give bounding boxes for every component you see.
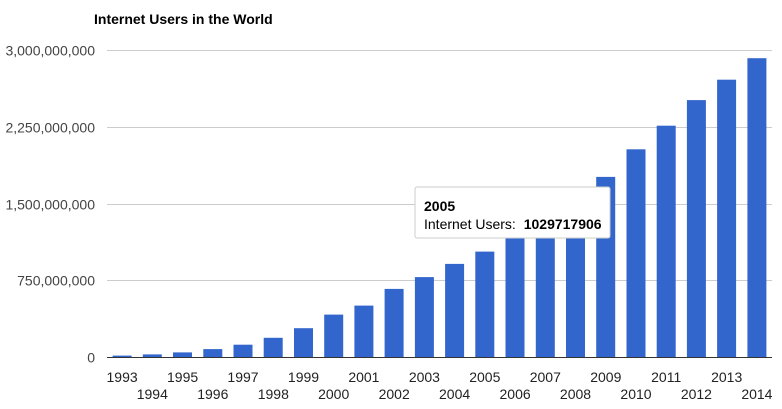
x-tick-label: 2008 <box>560 386 591 402</box>
bar-2006[interactable] <box>505 238 525 357</box>
bar-1995[interactable] <box>173 352 192 357</box>
y-axis-ticks: 0 750,000,000 1,500,000,000 2,250,000,000 3,… <box>5 43 95 366</box>
bar-1998[interactable] <box>263 337 283 357</box>
bar-2011[interactable] <box>656 125 676 357</box>
x-tick-label: 2001 <box>348 369 379 385</box>
bar-2012[interactable] <box>686 100 706 357</box>
chart-title: Internet Users in the World <box>94 11 273 27</box>
bar-2000[interactable] <box>324 314 344 357</box>
x-tick-label: 2011 <box>651 369 681 385</box>
bar-1996[interactable] <box>203 349 223 357</box>
x-tick-label: 2002 <box>379 386 410 402</box>
x-tick-label: 2009 <box>590 369 621 385</box>
x-tick-label: 2014 <box>741 386 772 402</box>
y-tick-label: 0 <box>87 350 95 366</box>
y-tick-label: 1,500,000,000 <box>5 197 95 213</box>
x-tick-label: 2000 <box>318 386 349 402</box>
x-tick-label: 1995 <box>167 369 198 385</box>
x-tick-label: 1999 <box>288 369 319 385</box>
x-tick-label: 1996 <box>197 386 228 402</box>
x-tick-label: 2006 <box>500 386 531 402</box>
x-tick-label: 1997 <box>227 369 258 385</box>
x-tick-label: 2007 <box>530 369 561 385</box>
bar-2014[interactable] <box>747 58 767 357</box>
tooltip-line: Internet Users: 1029717906 <box>424 216 602 232</box>
bar-2003[interactable] <box>414 277 434 357</box>
bar-2005[interactable] <box>475 251 495 357</box>
x-axis-ticks: 1993199419951996199719981999200020012002… <box>107 369 773 402</box>
bar-1999[interactable] <box>294 328 313 357</box>
x-tick-label: 2004 <box>439 386 470 402</box>
x-tick-label: 2005 <box>469 369 500 385</box>
x-tick-label: 2012 <box>681 386 712 402</box>
x-tick-label: 2013 <box>711 369 742 385</box>
bar-2002[interactable] <box>384 288 404 357</box>
bar-2004[interactable] <box>445 263 465 357</box>
bar-2013[interactable] <box>717 79 737 357</box>
x-tick-label: 1994 <box>137 386 168 402</box>
y-tick-label: 2,250,000,000 <box>5 120 95 136</box>
bar-2010[interactable] <box>626 149 646 357</box>
x-tick-label: 1993 <box>107 369 138 385</box>
bar-2007[interactable] <box>535 216 555 357</box>
x-tick-label: 1998 <box>258 386 289 402</box>
bar-2001[interactable] <box>354 305 374 357</box>
tooltip-series-label: Internet Users: <box>424 216 516 232</box>
x-tick-label: 2003 <box>409 369 440 385</box>
y-tick-label: 750,000,000 <box>17 273 95 289</box>
x-tick-label: 2010 <box>620 386 651 402</box>
tooltip-category: 2005 <box>424 198 455 214</box>
tooltip: 2005 Internet Users: 1029717906 <box>414 186 611 239</box>
y-tick-label: 3,000,000,000 <box>5 43 95 59</box>
bar-1994[interactable] <box>142 354 162 357</box>
tooltip-value: 1029717906 <box>524 216 602 232</box>
tooltip-box <box>414 186 611 239</box>
bar-1997[interactable] <box>233 344 253 357</box>
bar-1993[interactable] <box>112 355 132 357</box>
